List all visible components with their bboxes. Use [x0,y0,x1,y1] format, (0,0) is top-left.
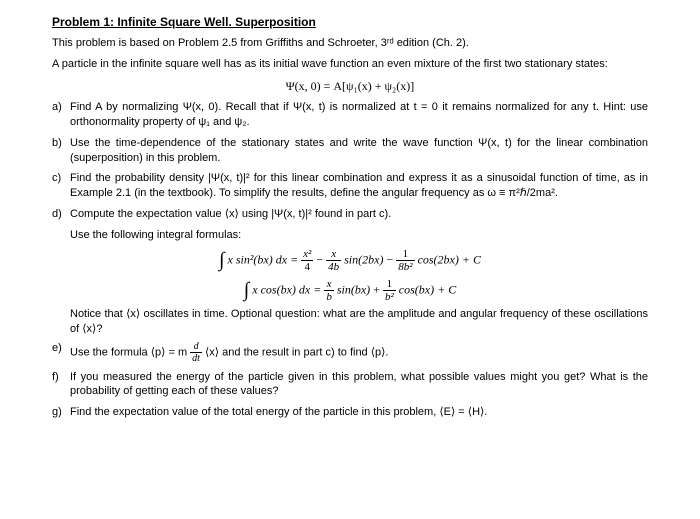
part-b: b) Use the time-dependence of the statio… [52,136,648,166]
initial-wavefunction-equation: Ψ(x, 0) = A[ψ₁(x) + ψ₂(x)] [52,78,648,94]
int1-t3rest: cos(2bx) + C [418,252,481,266]
part-e-fracd: dt [190,353,202,364]
int2-t1rest: sin(bx) [337,282,370,296]
int2-t1d: b [324,291,334,303]
part-g-text: Find the expectation value of the total … [70,405,648,420]
part-a-text: Find A by normalizing Ψ(x, 0). Recall th… [70,100,648,130]
part-g-label: g) [52,405,70,420]
part-b-label: b) [52,136,70,166]
int1-t3d: 8b² [396,261,414,273]
part-f-text: If you measured the energy of the partic… [70,370,648,400]
intro-setup: A particle in the infinite square well h… [52,57,648,72]
int2-t2rest: cos(bx) + C [399,282,456,296]
part-e-pre: Use the formula ⟨p⟩ = m [70,346,187,358]
part-e: e) Use the formula ⟨p⟩ = m ddt ⟨x⟩ and t… [52,341,648,364]
part-a: a) Find A by normalizing Ψ(x, 0). Recall… [52,100,648,130]
int1-t1n: x² [301,248,313,261]
part-f: f) If you measured the energy of the par… [52,370,648,400]
int2-lhs: x cos(bx) dx = [252,282,321,296]
part-c: c) Find the probability density |Ψ(x, t)… [52,171,648,201]
part-d-note: Notice that ⟨x⟩ oscillates in time. Opti… [70,307,648,337]
part-d: d) Compute the expectation value ⟨x⟩ usi… [52,207,648,222]
int1-t1d: 4 [301,261,313,273]
intro-source: This problem is based on Problem 2.5 fro… [52,36,648,51]
int1-t2n: x [326,248,341,261]
part-b-text: Use the time-dependence of the stationar… [70,136,648,166]
int1-t2d: 4b [326,261,341,273]
part-e-fracn: d [190,341,202,353]
part-g: g) Find the expectation value of the tot… [52,405,648,420]
int2-t2n: 1 [383,278,396,291]
part-d-label: d) [52,207,70,222]
int1-t2rest: sin(2bx) [344,252,383,266]
int1-t3n: 1 [396,248,414,261]
part-f-label: f) [52,370,70,400]
int1-lhs: x sin²(bx) dx = [228,252,299,266]
part-d-body: Compute the expectation value ⟨x⟩ using … [70,207,648,222]
int2-t1n: x [324,278,334,291]
part-e-text: Use the formula ⟨p⟩ = m ddt ⟨x⟩ and the … [70,341,648,364]
problem-title: Problem 1: Infinite Square Well. Superpo… [52,14,648,30]
part-d-text2: Use the following integral formulas: [70,228,648,243]
part-e-post: ⟨x⟩ and the result in part c) to find ⟨p… [205,346,388,358]
part-e-label: e) [52,341,70,364]
part-a-label: a) [52,100,70,130]
part-d-text1: Compute the expectation value ⟨x⟩ using … [70,207,648,222]
integral-formula-1: ∫ x sin²(bx) dx = x²4 − x4b sin(2bx) − 1… [52,247,648,274]
part-c-text: Find the probability density |Ψ(x, t)|² … [70,171,648,201]
int2-t2d: b² [383,291,396,303]
part-c-label: c) [52,171,70,201]
integral-formula-2: ∫ x cos(bx) dx = xb sin(bx) + 1b² cos(bx… [52,277,648,304]
